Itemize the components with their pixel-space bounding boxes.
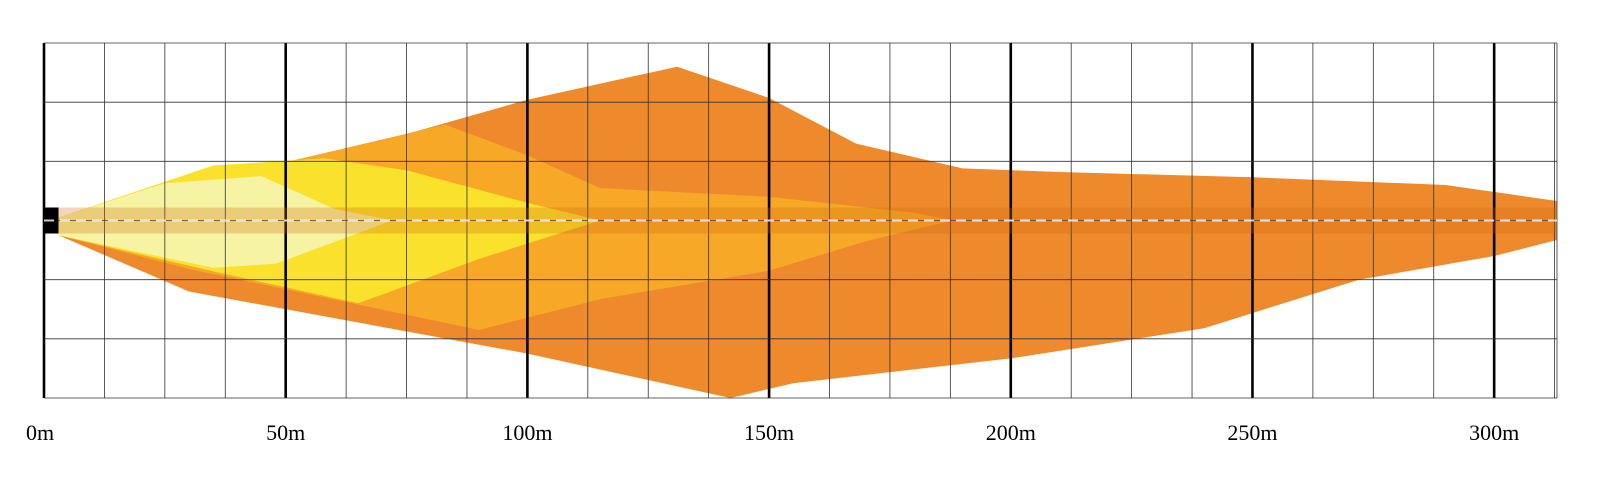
x-tick-label: 150m xyxy=(744,420,794,445)
x-tick-label: 300m xyxy=(1469,420,1519,445)
x-tick-label: 50m xyxy=(266,420,305,445)
beam-centerline xyxy=(44,207,1558,234)
x-tick-label: 200m xyxy=(986,420,1036,445)
beam-areas xyxy=(58,66,1557,398)
x-tick-label: 250m xyxy=(1227,420,1277,445)
x-tick-label: 0m xyxy=(26,420,54,445)
x-tick-labels: 0m 50m 100m 150m 200m 250m 300m xyxy=(26,420,1519,445)
x-tick-label: 100m xyxy=(502,420,552,445)
